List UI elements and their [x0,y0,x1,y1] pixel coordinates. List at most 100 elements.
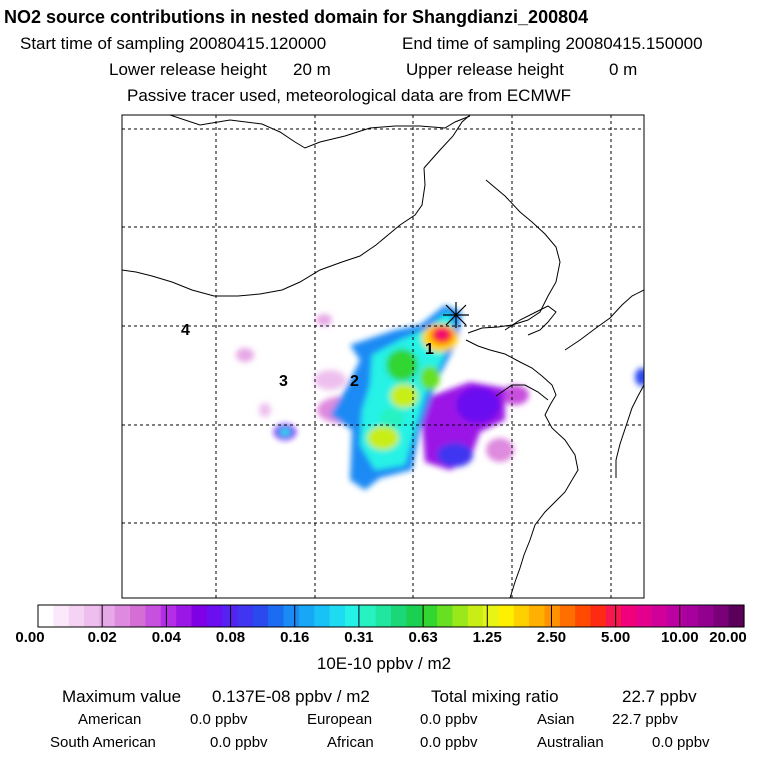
colorbar-swatch [252,605,269,627]
upper-height-value: 0 m [609,60,638,79]
coast-line [495,384,549,401]
region-name: American [78,711,142,728]
colorbar-swatch [544,605,561,627]
colorbar-swatch [437,605,453,627]
total-mixing-value: 22.7 ppbv [622,687,697,706]
colorbar-tick-label: 2.50 [536,629,567,646]
colorbar-tick-label: 0.16 [280,629,310,646]
plume-patch [635,368,644,386]
plume-patch [367,426,399,450]
coast-line [509,479,573,598]
graticule [122,115,644,598]
colorbar-swatch [682,605,699,627]
region-value: 0.0 ppbv [420,734,478,751]
plume-patch [279,428,291,436]
colorbar-tick-label: 10.00 [661,629,699,646]
colorbar-swatch [99,605,116,627]
area-label-3: 3 [279,373,288,390]
lower-height-label: Lower release height [109,60,267,79]
colorbar-tick-label: 0.31 [344,629,374,646]
coast-line [564,289,644,351]
colorbar-swatch [452,605,469,627]
border-line [467,179,561,334]
colorbar-tick-label: 20.00 [709,629,747,646]
colorbar-swatch [375,605,392,627]
region-name: Asian [537,711,575,728]
plume-patch [501,385,529,405]
region-value: 0.0 ppbv [210,734,268,751]
colorbar-swatch [575,605,592,627]
colorbar-tick-label: 0.00 [15,629,45,646]
colorbar-swatch [391,605,407,627]
upper-height-label: Upper release height [406,60,564,79]
colorbar-swatch [360,605,377,627]
colorbar-tick-label: 0.08 [215,629,246,646]
border-line [169,115,471,149]
region-name: European [307,711,373,728]
colorbar-swatch [697,605,714,627]
colorbar-swatch [513,605,530,627]
colorbar-swatch [728,605,745,627]
receptor-marker [443,302,469,328]
colorbar-swatch [559,605,576,627]
region-value: 22.7 ppbv [612,711,678,728]
start-time: Start time of sampling 20080415.120000 [20,34,327,53]
colorbar-swatch [636,605,653,627]
colorbar-ticks [37,605,745,627]
region-value: 0.0 ppbv [652,734,710,751]
colorbar-swatch [667,605,684,627]
plume-patch [316,314,332,326]
colorbar-swatch [590,605,607,627]
end-time: End time of sampling 20080415.150000 [402,34,703,53]
colorbar-swatch [529,605,546,627]
colorbar-swatch [268,605,285,627]
total-mixing-label: Total mixing ratio [431,687,559,706]
colorbar-swatch [130,605,147,627]
model-note: Passive tracer used, meteorological data… [0,86,768,126]
region-value: 0.0 ppbv [190,711,248,728]
coast-line [615,384,644,478]
colorbar-swatch [605,605,622,627]
colorbar-swatch [191,605,208,627]
plume-patch [436,329,448,339]
colorbar-swatch [713,605,730,627]
colorbar-swatch [237,605,254,627]
colorbar-swatch [160,605,177,627]
colorbar-swatch [621,605,638,627]
plume-patch [390,384,418,408]
lower-height-value: 20 m [293,60,331,79]
colorbar-tick-label: 0.04 [151,629,181,646]
release-heights: Lower release height 20 m Upper release … [0,60,768,160]
colorbar-swatch [283,605,300,627]
plume-patch [386,349,418,381]
max-value-label: Maximum value [62,687,182,706]
colorbar-swatch [84,605,100,627]
coast-line [465,339,579,481]
plume-patch [259,403,271,417]
colorbar-swatch [651,605,668,627]
tracer-note: Passive tracer used, meteorological data… [127,86,572,105]
chart-title: NO2 source contributions in nested domai… [4,7,589,27]
colorbar-swatch [206,605,223,627]
colorbar-swatch [483,605,500,627]
colorbar-tick-label: 0.02 [87,629,117,646]
colorbar-swatch [145,605,162,627]
area-label-4: 4 [181,322,190,339]
plume-patch [486,438,514,462]
colorbar-swatch [38,605,54,627]
plume-patch [437,443,473,467]
border-line [122,167,426,297]
plume-patch [456,387,500,423]
colorbar-swatch [406,605,423,627]
colorbar-swatch [344,605,361,627]
plume-patch [380,408,404,428]
coastlines [122,115,644,598]
plot-frame [121,114,645,599]
region-name: Australian [537,734,604,751]
colorbar-units: 10E-10 ppbv / m2 [316,654,452,673]
colorbar-tick-label: 0.63 [408,629,438,646]
max-value: 0.137E-08 ppbv / m2 [212,687,370,706]
region-value: 0.0 ppbv [420,711,478,728]
area-label-1: 1 [425,341,434,358]
colorbar-swatch [53,605,70,627]
